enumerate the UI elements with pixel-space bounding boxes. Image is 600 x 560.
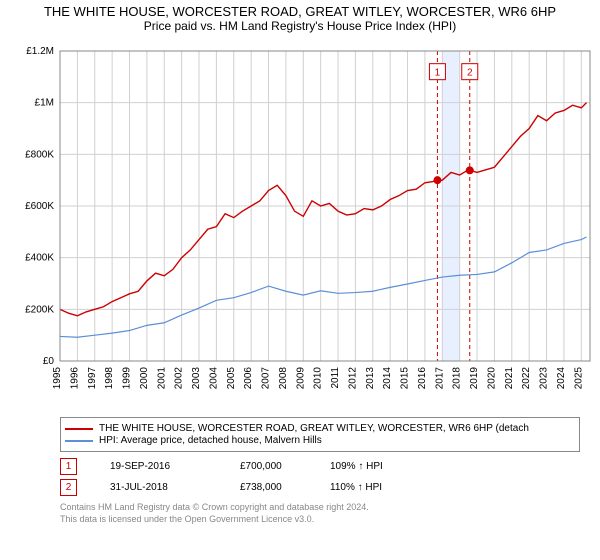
sale-badge: 1 [60,458,77,475]
svg-text:2017: 2017 [434,367,445,390]
svg-text:2009: 2009 [295,367,306,390]
legend-label: THE WHITE HOUSE, WORCESTER ROAD, GREAT W… [99,423,529,434]
sale-price: £738,000 [240,482,330,493]
chart-title: THE WHITE HOUSE, WORCESTER ROAD, GREAT W… [0,0,600,19]
footer: Contains HM Land Registry data © Crown c… [60,502,580,525]
svg-text:2023: 2023 [539,367,550,390]
sale-badge: 2 [60,479,77,496]
sale-date: 31-JUL-2018 [110,482,240,493]
svg-text:£0: £0 [43,356,55,367]
svg-text:2000: 2000 [139,367,150,390]
legend-box: THE WHITE HOUSE, WORCESTER ROAD, GREAT W… [60,417,580,452]
svg-text:£600K: £600K [25,201,54,212]
footer-line: This data is licensed under the Open Gov… [60,514,580,526]
svg-text:1997: 1997 [87,367,98,390]
legend-item: THE WHITE HOUSE, WORCESTER ROAD, GREAT W… [65,423,575,434]
svg-text:£1.2M: £1.2M [26,46,54,57]
svg-text:1995: 1995 [52,367,63,390]
svg-text:2001: 2001 [156,367,167,390]
svg-text:2012: 2012 [347,367,358,390]
svg-text:2010: 2010 [313,367,324,390]
chart-subtitle: Price paid vs. HM Land Registry's House … [0,19,600,41]
svg-text:2025: 2025 [573,367,584,390]
svg-text:2013: 2013 [365,367,376,390]
svg-text:1998: 1998 [104,367,115,390]
sales-table: 1 19-SEP-2016 £700,000 109% ↑ HPI 2 31-J… [60,456,580,498]
svg-text:2024: 2024 [556,367,567,390]
chart-svg: £0 £200K £400K £600K £800K £1M £1.2M 1995 1996 19… [0,41,600,411]
sale-date: 19-SEP-2016 [110,461,240,472]
svg-text:2004: 2004 [208,367,219,390]
svg-text:2020: 2020 [486,367,497,390]
svg-text:1996: 1996 [69,367,80,390]
chart-area: £0 £200K £400K £600K £800K £1M £1.2M 1995 1996 19… [0,41,600,411]
svg-text:2007: 2007 [261,367,272,390]
legend-label: HPI: Average price, detached house, Malv… [99,435,322,446]
svg-text:2016: 2016 [417,367,428,390]
legend-swatch [65,440,93,442]
svg-text:1999: 1999 [122,367,133,390]
table-row: 1 19-SEP-2016 £700,000 109% ↑ HPI [60,456,580,477]
svg-text:2002: 2002 [174,367,185,390]
sale-price: £700,000 [240,461,330,472]
legend-item: HPI: Average price, detached house, Malv… [65,435,575,446]
svg-text:2018: 2018 [452,367,463,390]
svg-text:£800K: £800K [25,149,54,160]
svg-text:£400K: £400K [25,253,54,264]
svg-text:2014: 2014 [382,367,393,390]
sale-pct: 110% ↑ HPI [330,482,440,493]
legend-swatch [65,428,93,430]
svg-text:2011: 2011 [330,367,341,389]
svg-text:2: 2 [467,68,473,79]
footer-line: Contains HM Land Registry data © Crown c… [60,502,580,514]
svg-text:£1M: £1M [35,98,54,109]
svg-text:2019: 2019 [469,367,480,390]
svg-text:2015: 2015 [400,367,411,390]
chart-container: THE WHITE HOUSE, WORCESTER ROAD, GREAT W… [0,0,600,525]
svg-text:2021: 2021 [504,367,515,390]
svg-text:2005: 2005 [226,367,237,390]
svg-text:2006: 2006 [243,367,254,390]
svg-text:£200K: £200K [25,304,54,315]
table-row: 2 31-JUL-2018 £738,000 110% ↑ HPI [60,477,580,498]
svg-text:2008: 2008 [278,367,289,390]
svg-text:1: 1 [435,68,441,79]
svg-text:2003: 2003 [191,367,202,390]
svg-text:2022: 2022 [521,367,532,390]
sale-pct: 109% ↑ HPI [330,461,440,472]
